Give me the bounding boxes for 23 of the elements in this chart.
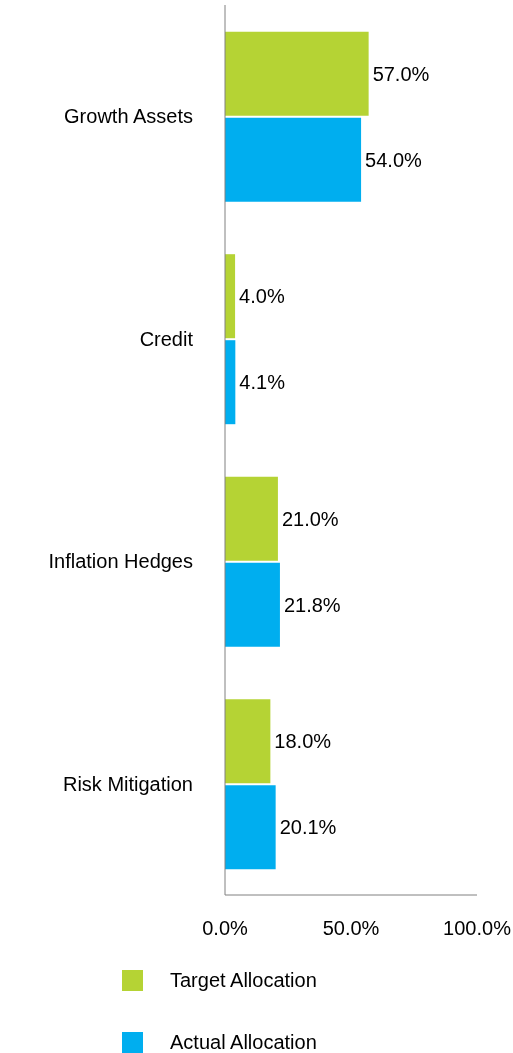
y-tick-label: Credit	[139, 327, 194, 350]
data-label: 54.0%	[365, 148, 423, 171]
data-label: 4.0%	[239, 285, 285, 308]
data-label: 20.1%	[279, 816, 337, 839]
data-label: 21.0%	[281, 507, 339, 530]
legend-label: Actual Allocation	[170, 1030, 317, 1053]
bar	[225, 117, 362, 202]
y-tick-label: Risk Mitigation	[62, 772, 193, 795]
data-label: 57.0%	[372, 62, 430, 85]
data-label: 21.8%	[283, 593, 341, 616]
data-label: 4.1%	[239, 371, 286, 394]
legend-label: Target Allocation	[170, 968, 317, 992]
bar	[225, 476, 278, 561]
x-tick-label: 100.0%	[443, 917, 512, 940]
data-label: 18.0%	[274, 730, 332, 753]
bar	[225, 31, 369, 116]
x-tick-label: 50.0%	[322, 917, 380, 940]
bar	[225, 785, 276, 870]
y-tick-label: Inflation Hedges	[48, 550, 193, 573]
bar	[225, 699, 271, 784]
bar	[225, 562, 280, 647]
x-tick-label: 0.0%	[202, 917, 249, 940]
y-tick-label: Growth Assets	[64, 105, 193, 128]
